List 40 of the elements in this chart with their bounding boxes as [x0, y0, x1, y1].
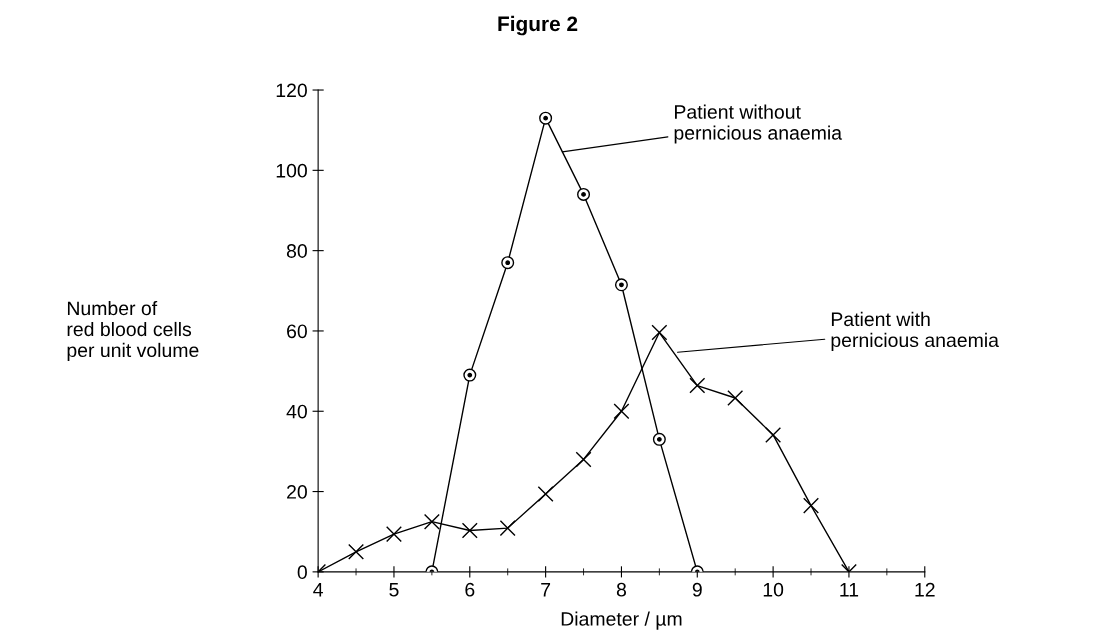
point: [614, 278, 628, 292]
y-tick-label: 20: [287, 485, 307, 499]
x-tick-label: 10: [763, 582, 784, 597]
chart-title: Figure 2: [498, 15, 578, 36]
point: [499, 520, 516, 537]
point: [651, 324, 668, 341]
point: [727, 390, 744, 406]
y-tick-label: 0: [297, 565, 307, 580]
point: [689, 377, 706, 394]
point: [539, 111, 553, 125]
x-axis-title: Diameter / µm: [561, 611, 682, 630]
point: [803, 497, 820, 514]
x-tick-label: 12: [915, 582, 935, 597]
point: [575, 451, 592, 468]
point: [423, 513, 440, 530]
point: [461, 522, 478, 539]
x-tick-label: 9: [692, 582, 702, 597]
point: [652, 432, 666, 446]
point: [613, 403, 630, 420]
point: [463, 368, 477, 382]
point: [577, 187, 591, 201]
point: [348, 543, 365, 560]
x-tick-label: 4: [313, 583, 323, 597]
y-tick-label: 120: [276, 83, 307, 98]
x-tick-label: 11: [840, 583, 859, 597]
y-tick-label: 40: [286, 404, 307, 419]
point: [501, 256, 515, 270]
x-tick-label: 5: [389, 583, 399, 597]
y-tick-label: 100: [276, 163, 307, 178]
y-tick-label: 60: [287, 324, 307, 339]
point: [765, 426, 782, 443]
y-axis-title: Number of red blood cells per unit volume: [67, 300, 199, 361]
y-tick-label: 80: [286, 244, 307, 258]
point: [385, 526, 402, 543]
x-tick-label: 6: [465, 582, 475, 597]
point: [537, 485, 554, 502]
annotation: Patient with pernicious anaemia: [831, 311, 999, 351]
x-tick-label: 8: [616, 582, 627, 597]
x-tick-label: 7: [541, 583, 551, 597]
annotation: Patient without pernicious anaemia: [674, 104, 843, 144]
